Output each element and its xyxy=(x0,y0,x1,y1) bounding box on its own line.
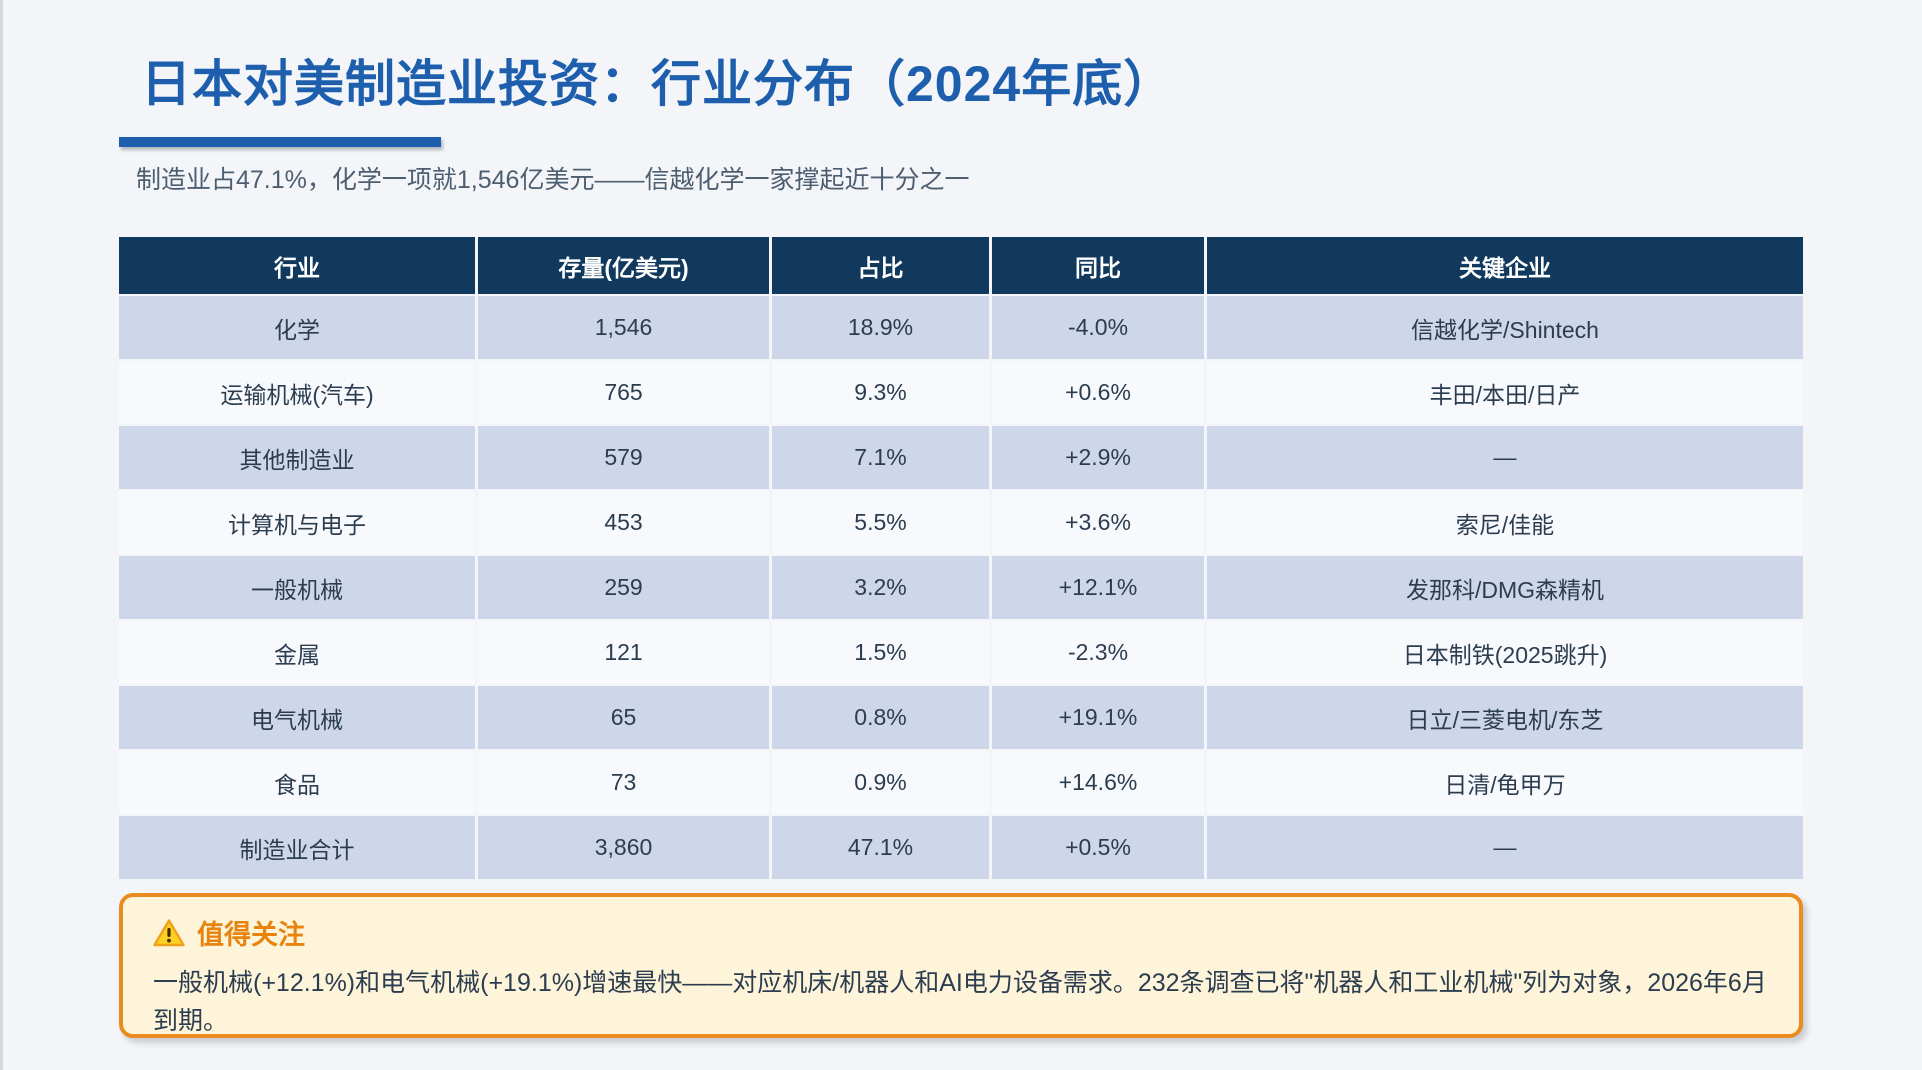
table-cell: 计算机与电子 xyxy=(119,491,475,554)
table-cell: +3.6% xyxy=(992,491,1204,554)
table-cell: 化学 xyxy=(119,296,475,359)
table-cell: 121 xyxy=(478,621,769,684)
table-cell: 丰田/本田/日产 xyxy=(1207,361,1803,424)
table-cell: 日清/龟甲万 xyxy=(1207,751,1803,814)
table-cell: 其他制造业 xyxy=(119,426,475,489)
callout-title: 值得关注 xyxy=(197,920,305,950)
table-cell: 电气机械 xyxy=(119,686,475,749)
table-cell: 3,860 xyxy=(478,816,769,879)
table-cell: +12.1% xyxy=(992,556,1204,619)
table-cell: 65 xyxy=(478,686,769,749)
table-cell: — xyxy=(1207,816,1803,879)
table-cell: +14.6% xyxy=(992,751,1204,814)
table-cell: 金属 xyxy=(119,621,475,684)
column-header-yoy: 同比 xyxy=(992,237,1204,294)
table-cell: 453 xyxy=(478,491,769,554)
table-cell: -4.0% xyxy=(992,296,1204,359)
table-cell: 运输机械(汽车) xyxy=(119,361,475,424)
table-cell: +0.6% xyxy=(992,361,1204,424)
table-cell: 9.3% xyxy=(772,361,989,424)
page-title: 日本对美制造业投资：行业分布（2024年底） xyxy=(141,56,1175,112)
column-header-stock: 存量(亿美元) xyxy=(478,237,769,294)
column-header-key-companies: 关键企业 xyxy=(1207,237,1803,294)
table-cell: 0.9% xyxy=(772,751,989,814)
table-cell: 1,546 xyxy=(478,296,769,359)
table-cell: 1.5% xyxy=(772,621,989,684)
table-cell: 259 xyxy=(478,556,769,619)
table-cell: 3.2% xyxy=(772,556,989,619)
title-underline xyxy=(119,137,441,147)
table-cell: 索尼/佳能 xyxy=(1207,491,1803,554)
table-cell: 765 xyxy=(478,361,769,424)
table-cell: 0.8% xyxy=(772,686,989,749)
table-cell: 5.5% xyxy=(772,491,989,554)
warning-triangle-icon xyxy=(153,918,185,946)
table-cell: 18.9% xyxy=(772,296,989,359)
table-cell: 一般机械 xyxy=(119,556,475,619)
column-header-industry: 行业 xyxy=(119,237,475,294)
table-cell: 73 xyxy=(478,751,769,814)
table-cell: 制造业合计 xyxy=(119,816,475,879)
table-cell: — xyxy=(1207,426,1803,489)
table-cell: 食品 xyxy=(119,751,475,814)
table-cell: 信越化学/Shintech xyxy=(1207,296,1803,359)
table-cell: 7.1% xyxy=(772,426,989,489)
table-cell: +0.5% xyxy=(992,816,1204,879)
table-cell: 47.1% xyxy=(772,816,989,879)
callout-body: 一般机械(+12.1%)和电气机械(+19.1%)增速最快——对应机床/机器人和… xyxy=(153,969,1767,1035)
table-cell: 日立/三菱电机/东芝 xyxy=(1207,686,1803,749)
callout-header: 值得关注 xyxy=(153,913,1769,952)
table-cell: 日本制铁(2025跳升) xyxy=(1207,621,1803,684)
page-subtitle: 制造业占47.1%，化学一项就1,546亿美元——信越化学一家撑起近十分之一 xyxy=(136,166,970,194)
industry-table: 行业 存量(亿美元) 占比 同比 关键企业 化学 1,546 18.9% -4.0% 信… xyxy=(119,237,1803,879)
table-cell: 579 xyxy=(478,426,769,489)
table-cell: +19.1% xyxy=(992,686,1204,749)
callout-box: 值得关注 一般机械(+12.1%)和电气机械(+19.1%)增速最快——对应机床… xyxy=(119,893,1803,1038)
table-cell: 发那科/DMG森精机 xyxy=(1207,556,1803,619)
table-cell: +2.9% xyxy=(992,426,1204,489)
table-cell: -2.3% xyxy=(992,621,1204,684)
column-header-share: 占比 xyxy=(772,237,989,294)
